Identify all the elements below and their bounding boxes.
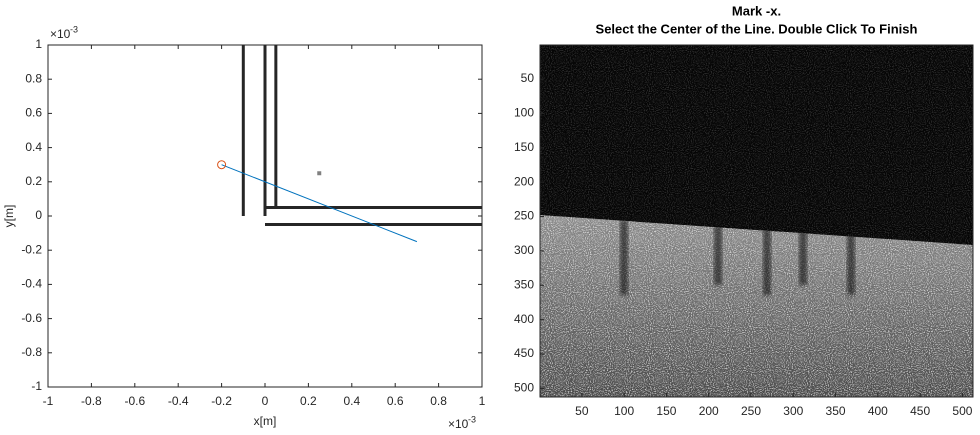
image	[540, 45, 973, 397]
y-tick-label: 0	[35, 208, 42, 222]
tissue-speckle	[540, 215, 973, 397]
data-line	[221, 164, 418, 243]
x-tick-label: 350	[826, 404, 846, 418]
y-tick-label: -0.4	[21, 277, 42, 291]
x-tick-label: 0.2	[300, 394, 317, 408]
x-tick-label: 0.6	[387, 394, 404, 408]
y-tick-label: 50	[521, 71, 535, 85]
x-tick-label: 50	[575, 404, 589, 418]
y-exponent-base: ×10	[50, 27, 71, 41]
x-tick-label: 450	[910, 404, 930, 418]
y-tick-label: 100	[514, 106, 534, 120]
streak	[847, 220, 855, 295]
x-tick-label: 500	[952, 404, 972, 418]
x-tick-label: 0	[262, 394, 269, 408]
y-tick-label: 500	[514, 381, 534, 395]
x-tick-label: 0.8	[430, 394, 447, 408]
y-tick-label: 0.6	[25, 106, 42, 120]
x-tick-label: -1	[43, 394, 54, 408]
y-axis-label: y[m]	[2, 205, 16, 228]
marker	[217, 160, 227, 170]
x-tick-label: 300	[783, 404, 803, 418]
streak	[714, 220, 722, 285]
y-tick-label: 0.2	[25, 174, 42, 188]
streak	[799, 220, 807, 285]
y-tick-label: -0.6	[21, 311, 42, 325]
y-tick-label: -0.2	[21, 242, 42, 256]
x-axis-label: x[m]	[254, 414, 277, 428]
y-tick-label: 450	[514, 346, 534, 360]
x-tick-label: 400	[868, 404, 888, 418]
streak	[620, 220, 628, 295]
marker	[317, 171, 322, 176]
tissue-noise	[540, 215, 973, 397]
x-tick-label: 250	[741, 404, 761, 418]
y-tick-label: 0.8	[25, 71, 42, 85]
x-tick-label: 200	[699, 404, 719, 418]
x-tick-label: -0.6	[124, 394, 145, 408]
x-exponent-base: ×10	[448, 417, 469, 431]
streak	[763, 220, 771, 295]
y-tick-label: 150	[514, 140, 534, 154]
chart-title: Select the Center of the Line. Double Cl…	[596, 21, 918, 36]
y-tick-label: 400	[514, 312, 534, 326]
y-exponent-power: -3	[70, 24, 78, 34]
y-tick-label: 1	[35, 37, 42, 51]
y-tick-label: -1	[31, 379, 42, 393]
y-tick-label: 350	[514, 277, 534, 291]
x-tick-label: 0.4	[343, 394, 360, 408]
y-tick-label: -0.8	[21, 345, 42, 359]
y-tick-label: 250	[514, 209, 534, 223]
chart-title: Mark -x.	[732, 3, 781, 18]
y-tick-label: 0.4	[25, 140, 42, 154]
x-tick-label: 100	[614, 404, 634, 418]
y-tick-label: 200	[514, 174, 534, 188]
x-tick-label: -0.8	[81, 394, 102, 408]
axes-box	[539, 44, 974, 398]
x-tick-label: 1	[479, 394, 486, 408]
x-tick-label: -0.4	[168, 394, 189, 408]
y-tick-label: 300	[514, 243, 534, 257]
x-tick-label: 150	[656, 404, 676, 418]
x-tick-label: -0.2	[211, 394, 232, 408]
x-exponent-power: -3	[468, 414, 476, 424]
